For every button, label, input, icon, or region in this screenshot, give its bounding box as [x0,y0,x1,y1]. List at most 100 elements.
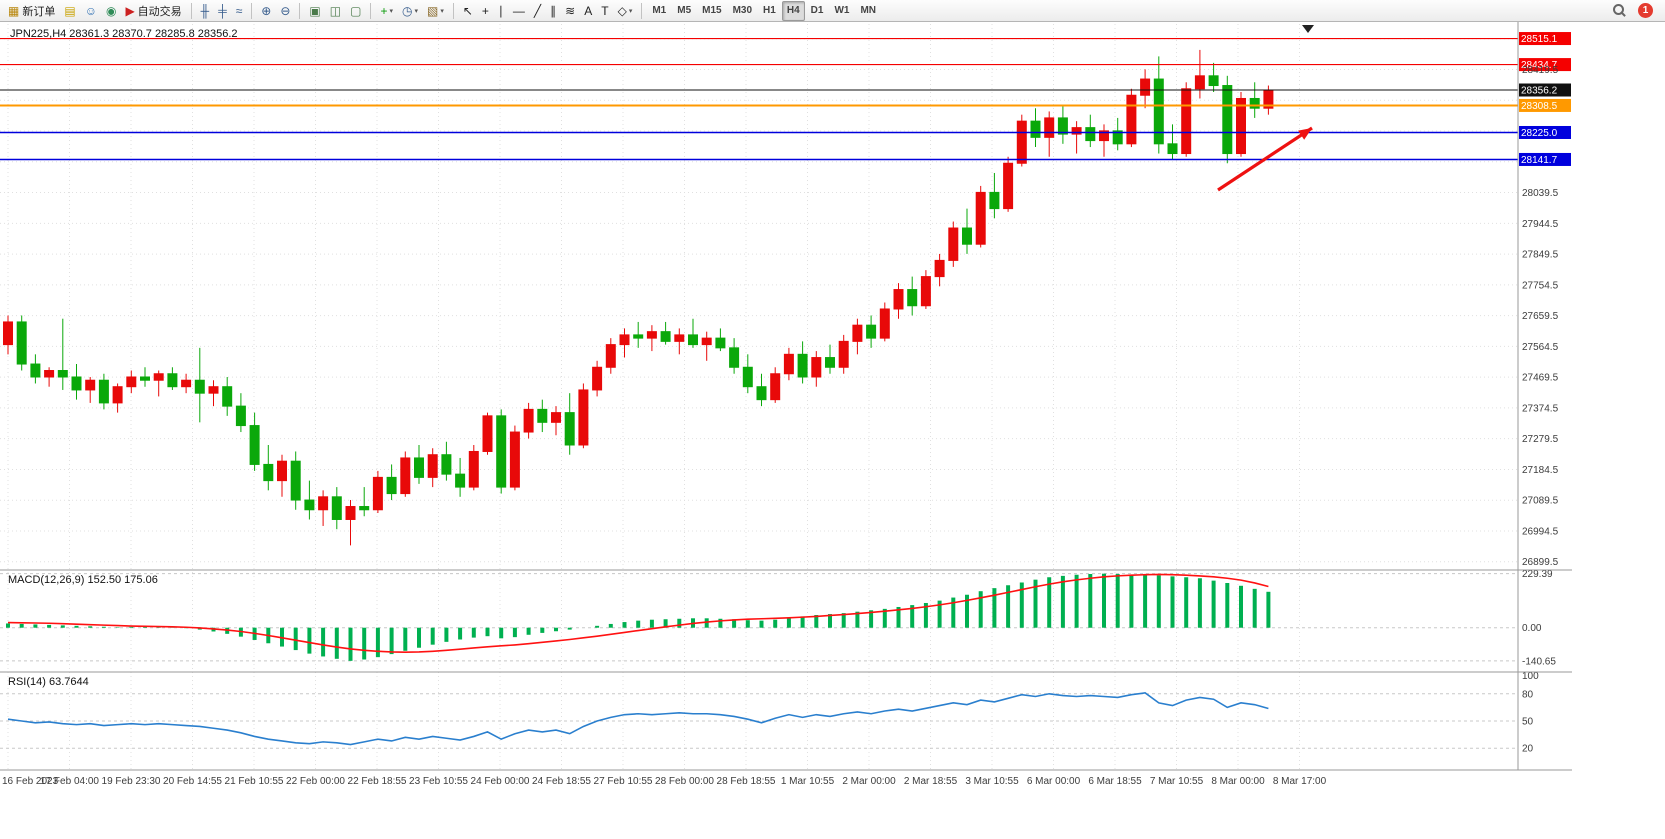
rsi-axis-label: 50 [1522,717,1534,728]
timeframe-m30-button[interactable]: M30 [728,1,757,21]
candle-body [1044,117,1055,138]
candle-body [1099,130,1109,142]
text-button[interactable]: A [580,1,596,21]
time-axis-label: 24 Feb 18:55 [532,776,591,787]
price-axis-label: 27564.5 [1522,342,1559,353]
vertical-line-icon: ∣ [497,3,504,18]
templates-button[interactable]: ▧ ▾ [423,1,448,21]
timeframe-h1-button[interactable]: H1 [758,1,781,21]
time-axis-label: 19 Feb 23:30 [102,776,161,787]
candle-body [98,379,109,404]
zoom-out-icon: ⊖ [280,3,291,18]
data-folder-icon: ▤ [64,3,76,18]
time-axis-label: 28 Feb 00:00 [655,776,714,787]
data-folder-button[interactable]: ▤ [60,1,79,21]
notification-badge[interactable]: 1 [1638,3,1653,18]
candle-body [715,337,726,349]
time-axis-label: 23 Feb 10:55 [409,776,468,787]
price-axis: 28515.1 28434.7 28356.2 28308.5 28225.0 28141… [1519,32,1571,568]
candle-body [1003,162,1014,210]
candle-body [194,379,205,394]
profile-button[interactable]: ☺ [81,1,101,21]
auto-scroll-button[interactable]: ▣ [305,1,324,21]
pane-frames [0,22,1572,771]
time-axis-label: 2 Mar 18:55 [904,776,958,787]
trend-arrow-head[interactable] [1298,128,1312,140]
timeframe-m15-button[interactable]: M15 [697,1,726,21]
crosshair-icon: + [481,3,489,18]
candle-body [838,340,849,368]
candle-body [496,415,507,488]
candle-body [1112,130,1123,145]
candle-body [30,363,41,378]
candlestick-button[interactable]: ╪ [214,1,231,21]
label-button[interactable]: T [597,1,612,21]
zoom-out-button[interactable]: ⊖ [276,1,294,21]
crosshair-button[interactable]: + [478,1,493,21]
candle-body [1140,78,1151,96]
timeframe-h4-button[interactable]: H4 [781,0,805,21]
indicators-button[interactable]: + ▾ [376,1,397,21]
autotrade-button-label: 自动交易 [137,5,182,18]
macd-label: MACD(12,26,9) 152.50 175.06 [8,574,158,586]
timeframe-w1-button[interactable]: W1 [829,1,854,21]
zoom-in-button[interactable]: ⊕ [257,1,275,21]
candle-body [811,357,822,378]
rsi-pane: 100 80 50 20 [0,671,1539,755]
new-order-button-label: 新订单 [22,5,56,18]
price-axis-label: 27469.5 [1522,373,1559,384]
horizontal-line-button[interactable]: — [509,1,529,21]
timeframe-m5-button[interactable]: M5 [672,1,696,21]
candlestick-icon: ╪ [218,3,227,18]
candle-body [551,412,561,423]
line-chart-icon: ≈ [235,3,243,18]
candle-body [208,386,219,394]
candle-body [249,425,260,465]
price-axis-label: 26994.5 [1522,526,1559,537]
timeframe-m1-button[interactable]: M1 [647,1,671,21]
periods-button[interactable]: ◷ ▾ [398,1,422,21]
price-tag-label: 28308.5 [1521,101,1558,112]
toolbar-buttons: ▦ 新订单 ▤ ☺ ◉ ▶ 自动交易 ╫ ╪ ≈ ⊕ ⊖ ▣ ◫ ▢ + ▾ ◷ ▾ ▧ ▾ ↖ + ∣ — ╱ ∥ ≋ A T ◇ ▾ M1 M… [4,0,881,21]
chart-canvas[interactable]: 229.39 0.00 -140.65 100 80 50 20 28515.1 28434… [0,22,1665,839]
trend-arrow[interactable] [1217,126,1313,192]
timeframe-m15-button-label: M15 [702,5,722,16]
chart-shift-button[interactable]: ◫ [326,1,345,21]
candle-body [701,337,712,346]
cursor-button[interactable]: ↖ [459,1,477,21]
timeframe-mn-button[interactable]: MN [855,1,881,21]
fibonacci-button[interactable]: ≋ [561,1,579,21]
autotrade-icon: ▶ [125,3,135,18]
bar-chart-icon: ╫ [200,3,210,18]
line-chart-button[interactable]: ≈ [232,1,247,21]
channel-icon: ∥ [550,3,557,18]
tile-windows-button[interactable]: ▢ [346,1,365,21]
candle-body [304,499,315,511]
candle-body [1071,127,1082,135]
candle-body [879,308,890,339]
new-order-button[interactable]: ▦ 新订单 [4,1,59,21]
channel-button[interactable]: ∥ [546,1,560,21]
vertical-line-button[interactable]: ∣ [494,1,508,21]
timeframe-d1-button[interactable]: D1 [806,1,829,21]
bar-chart-button[interactable]: ╫ [197,1,214,21]
candle-body [920,276,931,307]
search-icon[interactable] [1613,4,1626,17]
candle-body [948,227,959,261]
shapes-button[interactable]: ◇ ▾ [614,1,637,21]
price-tag [1519,58,1571,72]
candle-body [468,450,479,488]
chart-window[interactable]: 229.39 0.00 -140.65 100 80 50 20 28515.1 28434… [0,22,1665,839]
community-button[interactable]: ◉ [102,1,120,21]
candle-body [633,334,644,339]
autotrade-button[interactable]: ▶ 自动交易 [121,1,185,21]
trendline-button[interactable]: ╱ [530,1,545,21]
time-axis-label: 7 Mar 10:55 [1150,776,1204,787]
candle-body [441,454,452,475]
candle-body [400,457,411,495]
price-axis-label: 27659.5 [1522,311,1559,322]
candle-body [619,334,630,346]
candle-body [1222,85,1233,155]
candle-body [482,415,493,452]
time-axis-label: 6 Mar 18:55 [1088,776,1142,787]
